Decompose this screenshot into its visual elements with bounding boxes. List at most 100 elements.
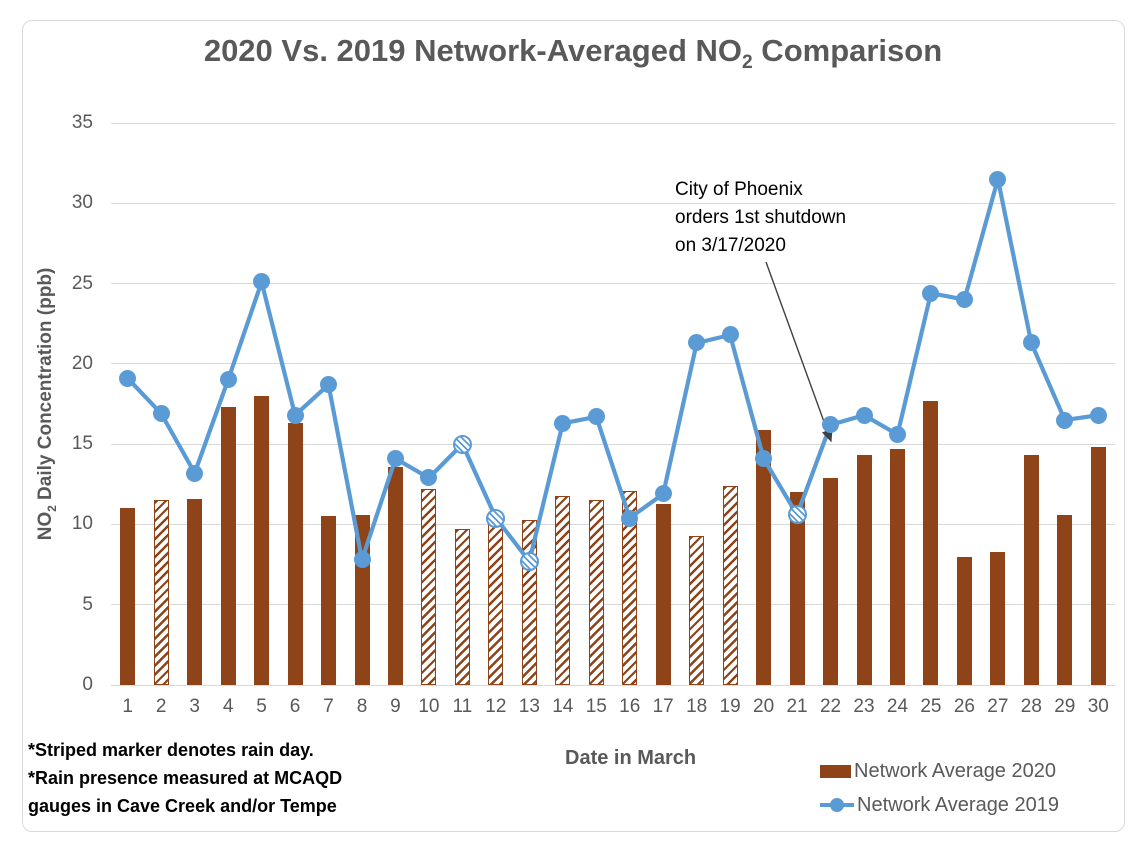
x-tick-label-16: 16 <box>619 696 641 717</box>
bar-2020-day-25 <box>923 400 939 685</box>
marker-2019-day-21 <box>787 505 807 525</box>
marker-2019-day-6 <box>286 406 304 424</box>
x-tick-label-20: 20 <box>753 696 775 717</box>
marker-2019-day-7 <box>320 376 338 394</box>
bar-2020-day-7 <box>321 516 337 685</box>
x-tick-label-2: 2 <box>155 696 167 717</box>
bar-2020-day-6 <box>287 423 303 685</box>
x-tick-label-23: 23 <box>853 696 875 717</box>
x-tick-label-24: 24 <box>886 696 909 717</box>
marker-2019-day-15 <box>587 408 605 426</box>
x-tick-label-10: 10 <box>418 696 440 717</box>
bar-2020-day-12 <box>488 521 504 685</box>
y-tick-label-15: 15 <box>71 433 93 455</box>
bar-2020-day-29 <box>1057 514 1073 685</box>
bar-2020-day-4 <box>220 407 236 685</box>
marker-2019-day-4 <box>219 371 237 389</box>
bar-2020-day-11 <box>454 529 470 685</box>
x-tick-label-5: 5 <box>256 696 267 717</box>
footnote-line-2: *Rain presence measured at MCAQD <box>28 768 343 788</box>
bar-2020-day-23 <box>856 455 872 685</box>
footnote-line-3: gauges in Cave Creek and/or Tempe <box>28 796 337 816</box>
x-tick-label-7: 7 <box>323 696 334 717</box>
gridline-5 <box>111 604 1115 606</box>
bar-2020-day-1 <box>120 508 136 685</box>
legend-item-2020: Network Average 2020 <box>820 757 1059 785</box>
marker-2019-day-22 <box>822 416 840 434</box>
bar-2020-day-15 <box>588 500 604 685</box>
marker-2019-day-14 <box>554 414 572 432</box>
x-tick-label-27: 27 <box>987 696 1009 717</box>
bar-2020-day-20 <box>756 429 772 685</box>
x-tick-label-15: 15 <box>585 696 607 717</box>
x-tick-label-19: 19 <box>719 696 741 717</box>
marker-2019-day-17 <box>654 485 672 503</box>
x-tick-label-1: 1 <box>122 696 133 717</box>
marker-2019-day-27 <box>989 170 1007 188</box>
chart-title-subscript: 2 <box>742 52 753 74</box>
y-tick-label-35: 35 <box>71 112 93 133</box>
marker-2019-day-9 <box>386 450 404 468</box>
gridline-0 <box>111 684 1115 686</box>
marker-2019-day-26 <box>955 291 973 309</box>
marker-2019-day-13 <box>519 551 539 571</box>
legend-item-2019: Network Average 2019 <box>820 791 1059 819</box>
x-tick-label-17: 17 <box>652 696 674 717</box>
bar-2020-day-2 <box>153 500 169 685</box>
legend: Network Average 2020 Network Average 201… <box>820 757 1059 825</box>
chart-title-suffix: Comparison <box>752 33 943 68</box>
marker-2019-day-10 <box>420 469 438 487</box>
bar-2020-day-28 <box>1023 455 1039 685</box>
bar-2020-day-13 <box>521 519 537 685</box>
marker-2019-day-19 <box>721 326 739 344</box>
y-tick-label-0: 0 <box>82 674 93 695</box>
y-tick-label-30: 30 <box>71 192 93 214</box>
marker-2019-day-16 <box>621 509 639 527</box>
legend-label-2019: Network Average 2019 <box>857 793 1059 816</box>
y-tick-label-25: 25 <box>71 272 93 294</box>
annotation-line-1: City of Phoenix <box>675 179 803 200</box>
bar-2020-day-3 <box>187 498 203 685</box>
x-tick-label-28: 28 <box>1020 696 1042 717</box>
x-tick-label-12: 12 <box>485 696 507 717</box>
chart-title: 2020 Vs. 2019 Network-Averaged NO2 Compa… <box>0 33 1146 74</box>
y-axis-title: NO2 Daily Concentration (ppb) <box>35 267 59 541</box>
x-tick-label-18: 18 <box>686 696 708 717</box>
gridline-35 <box>111 122 1115 124</box>
legend-swatch-2019-line-icon <box>820 798 854 812</box>
legend-swatch-2020-bar-icon <box>820 764 851 778</box>
marker-2019-day-12 <box>486 508 506 528</box>
x-tick-label-26: 26 <box>953 696 975 717</box>
marker-2019-day-25 <box>922 284 940 302</box>
chart-title-text: 2020 Vs. 2019 Network-Averaged NO <box>203 33 742 68</box>
marker-2019-day-2 <box>152 405 170 423</box>
annotation-text: City of Phoenix orders 1st shutdown on 3… <box>675 176 846 260</box>
bar-2020-day-26 <box>956 556 972 685</box>
bar-2020-day-18 <box>689 535 705 685</box>
legend-2019-dot-icon <box>830 798 844 812</box>
footnote-line-1: *Striped marker denotes rain day. <box>28 740 314 760</box>
marker-2019-day-20 <box>755 450 773 468</box>
annotation-line-2: orders 1st shutdown <box>675 207 847 228</box>
bar-2020-day-27 <box>990 551 1006 685</box>
bar-2020-day-22 <box>823 477 839 685</box>
bar-2020-day-17 <box>655 503 671 685</box>
x-tick-label-8: 8 <box>356 696 368 717</box>
legend-label-2020: Network Average 2020 <box>854 759 1056 782</box>
marker-2019-day-5 <box>253 273 271 291</box>
marker-2019-day-23 <box>855 406 873 424</box>
bar-2020-day-19 <box>722 485 738 685</box>
bar-2020-day-10 <box>421 489 437 685</box>
bar-2020-day-24 <box>889 448 905 685</box>
marker-2019-day-11 <box>452 434 472 454</box>
bar-2020-day-5 <box>254 395 270 685</box>
x-tick-label-30: 30 <box>1087 696 1109 717</box>
x-tick-label-9: 9 <box>390 696 401 717</box>
marker-2019-day-1 <box>119 369 137 387</box>
marker-2019-day-8 <box>353 551 371 569</box>
x-tick-label-29: 29 <box>1054 696 1076 717</box>
x-tick-label-21: 21 <box>786 696 808 717</box>
gridline-20 <box>111 363 1115 365</box>
bar-2020-day-8 <box>354 514 370 685</box>
x-tick-label-13: 13 <box>518 696 540 717</box>
